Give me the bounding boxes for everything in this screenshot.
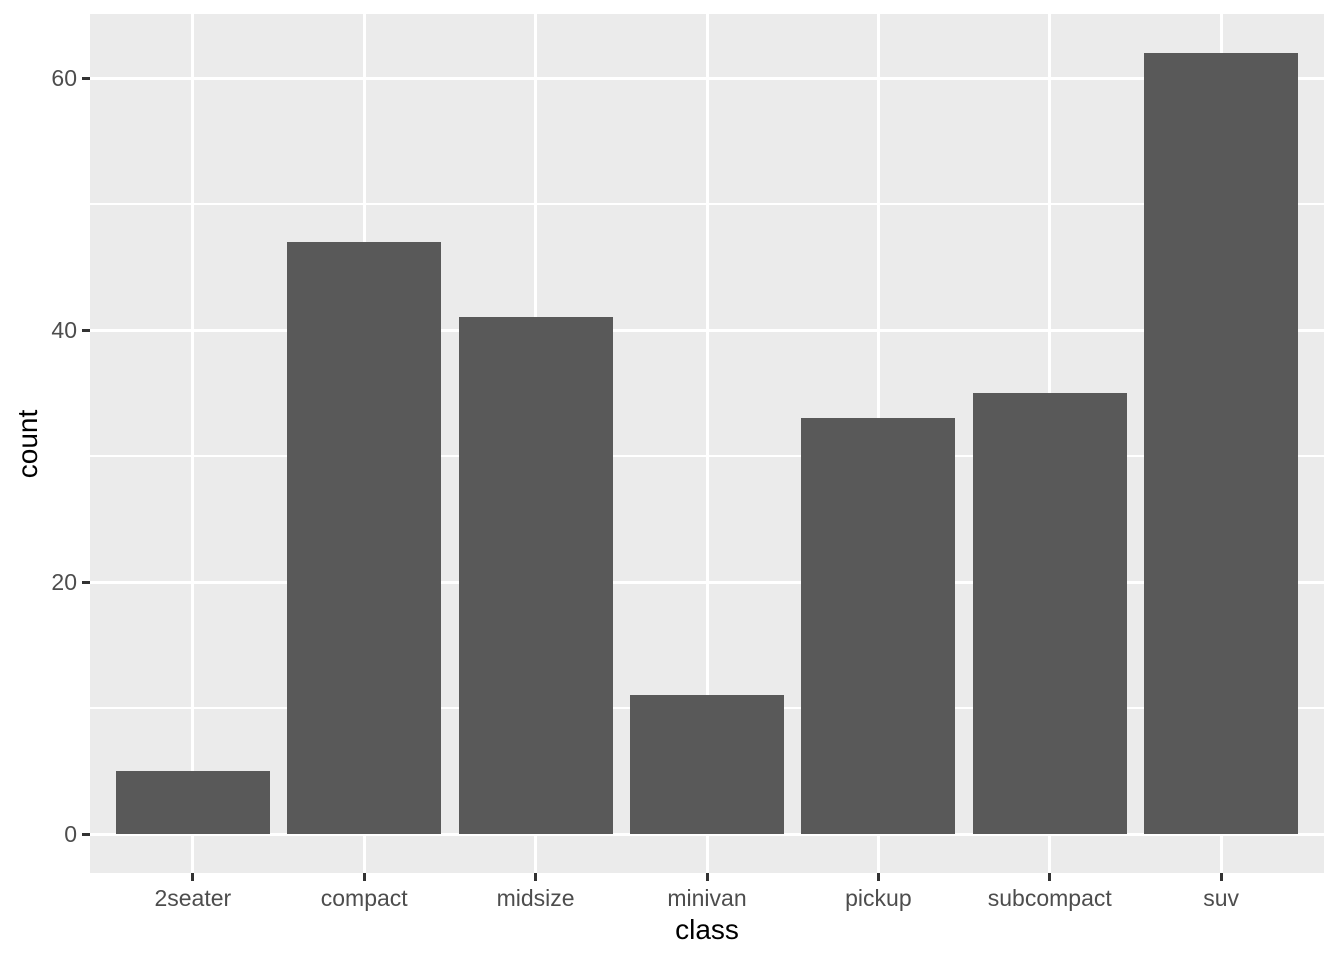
x-tick-mark-pickup [876,873,880,881]
y-tick-mark-20 [82,580,90,584]
x-axis-title: class [675,914,739,945]
plot-panel [90,14,1324,873]
x-tick-label-subcompact: subcompact [987,885,1112,911]
bar-minivan [630,695,784,834]
x-tick-label-pickup: pickup [845,885,912,911]
x-tick-mark-midsize [534,873,538,881]
bar-pickup [801,418,956,834]
x-tick-label-2seater: 2seater [154,885,232,911]
x-tick-mark-suv [1219,873,1223,881]
x-tick-label-minivan: minivan [667,885,747,911]
y-tick-label-40: 40 [51,317,77,343]
x-tick-mark-minivan [705,873,709,881]
y-tick-mark-40 [82,328,90,332]
x-tick-label-suv: suv [1203,885,1240,911]
y-tick-label-20: 20 [51,569,77,595]
y-tick-mark-0 [82,832,90,836]
bar-compact [287,241,442,834]
y-tick-label-0: 0 [64,821,77,847]
x-tick-label-midsize: midsize [496,885,575,911]
y-axis-title: count [12,409,43,478]
bar-midsize [458,317,613,834]
x-tick-mark-compact [362,873,366,881]
gridline-major-x-minivan [705,14,709,873]
x-tick-mark-subcompact [1048,873,1052,881]
x-tick-mark-2seater [191,873,195,881]
y-tick-label-60: 60 [51,65,77,91]
gridline-major-x-2seater [191,14,195,873]
bar-suv [1144,52,1299,834]
x-tick-label-compact: compact [320,885,408,911]
y-tick-mark-60 [82,76,90,80]
bar-2seater [115,771,270,834]
bar-subcompact [972,393,1127,834]
